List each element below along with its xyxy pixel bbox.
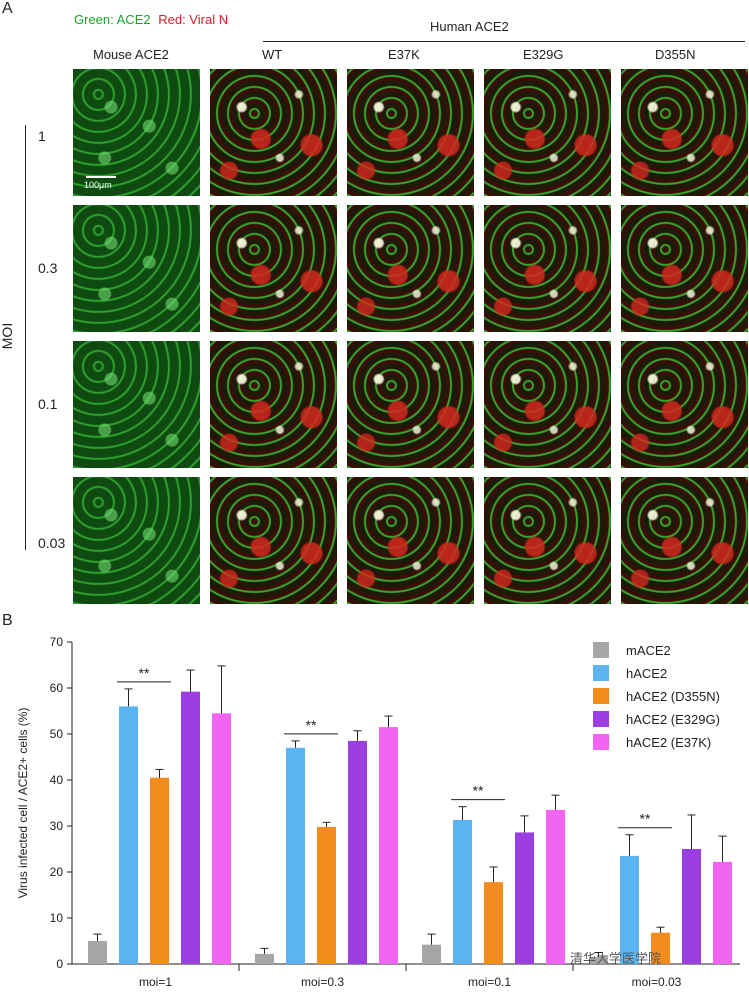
- micrograph-d355n-moi-0-03: [621, 477, 748, 604]
- micrograph-d355n-moi-1: [621, 69, 748, 196]
- legend-green: Green: ACE2: [74, 12, 151, 27]
- human-ace2-group-label: Human ACE2: [430, 19, 509, 34]
- human-ace2-group-line: [263, 41, 745, 42]
- bar-mace2: [589, 957, 608, 964]
- watermark-text: 清华大学医学院: [570, 951, 662, 966]
- legend-swatch: [593, 665, 609, 681]
- bar-hace2-e37k-: [379, 727, 398, 964]
- y-tick-label: 30: [50, 819, 64, 833]
- y-tick-label: 60: [50, 681, 64, 695]
- panel-a-letter: A: [2, 0, 13, 17]
- legend-red: Red: Viral N: [158, 12, 229, 27]
- y-tick-label: 70: [50, 635, 64, 649]
- bar-hace2-e329g-: [348, 740, 367, 964]
- bar-hace2-d355n-: [484, 882, 503, 964]
- legend-label: hACE2: [626, 666, 667, 681]
- moi-axis-label: MOI: [0, 322, 16, 350]
- micrograph-wt-moi-1: [210, 69, 337, 196]
- bar-hace2-e329g-: [682, 849, 701, 964]
- bar-hace2: [453, 820, 472, 964]
- significance-label: **: [306, 717, 317, 733]
- legend-label: hACE2 (E37K): [626, 735, 711, 750]
- bar-hace2-d355n-: [317, 826, 336, 964]
- bar-mace2: [255, 953, 274, 964]
- row-label-moi-0-1: 0.1: [38, 396, 58, 412]
- legend-label: hACE2 (D355N): [626, 689, 720, 704]
- bar-hace2: [286, 747, 305, 964]
- panel-a-legend: Green: ACE2 Red: Viral N: [74, 12, 228, 27]
- bar-hace2-e37k-: [713, 861, 732, 964]
- y-tick-label: 10: [50, 911, 64, 925]
- legend-swatch: [593, 734, 609, 750]
- micrograph-e37k-moi-0-3: [347, 205, 474, 332]
- micrograph-e37k-moi-0-03: [347, 477, 474, 604]
- bar-hace2: [119, 706, 138, 964]
- bar-mace2: [422, 944, 441, 964]
- bar-hace2-d355n-: [150, 777, 169, 964]
- micrograph-e37k-moi-1: [347, 69, 474, 196]
- column-label-d355n: D355N: [655, 47, 696, 62]
- column-label-wt: WT: [262, 47, 283, 62]
- x-category-label: moi=0.03: [632, 975, 682, 989]
- significance-label: **: [139, 665, 150, 681]
- panel-b-letter: B: [2, 612, 13, 629]
- legend-swatch: [593, 711, 609, 727]
- moi-axis-line: [25, 125, 26, 550]
- column-label-mouse: Mouse ACE2: [93, 47, 169, 62]
- micrograph-wt-moi-0-1: [210, 341, 337, 468]
- significance-label: **: [473, 783, 484, 799]
- x-category-label: moi=0.1: [468, 975, 511, 989]
- micrograph-e329g-moi-0-1: [484, 341, 611, 468]
- row-label-moi-0-3: 0.3: [38, 260, 58, 276]
- bar-hace2-e329g-: [515, 832, 534, 964]
- legend-swatch: [593, 688, 609, 704]
- bar-hace2-e37k-: [546, 809, 565, 964]
- micrograph-e37k-moi-0-1: [347, 341, 474, 468]
- scale-bar: [86, 176, 116, 178]
- y-tick-label: 50: [50, 727, 64, 741]
- micrograph-d355n-moi-0-3: [621, 205, 748, 332]
- x-category-label: moi=1: [139, 975, 172, 989]
- micrograph-mouse-moi-0-3: [73, 205, 200, 332]
- micrograph-wt-moi-0-03: [210, 477, 337, 604]
- micrograph-mouse-moi-1: [73, 69, 200, 196]
- micrograph-e329g-moi-0-03: [484, 477, 611, 604]
- y-tick-label: 0: [56, 957, 63, 971]
- bar-chart: 0 10 20 30 40 50 60 70 Virus infected cell / ACE…: [16, 635, 740, 989]
- bar-hace2-e329g-: [181, 691, 200, 964]
- micrograph-mouse-moi-0-03: [73, 477, 200, 604]
- row-label-moi-0-03: 0.03: [38, 535, 66, 551]
- scale-bar-label: 100μm: [84, 180, 112, 190]
- micrograph-mouse-moi-0-1: [73, 341, 200, 468]
- legend-label: hACE2 (E329G): [626, 712, 720, 727]
- significance-label: **: [640, 811, 651, 827]
- column-label-e329g: E329G: [523, 47, 564, 62]
- bar-hace2: [620, 855, 639, 964]
- legend-label: mACE2: [626, 643, 671, 658]
- legend-swatch: [593, 642, 609, 658]
- x-category-label: moi=0.3: [301, 975, 344, 989]
- row-label-moi-1: 1: [38, 128, 46, 144]
- bar-mace2: [88, 941, 107, 964]
- bar-chart-container: 0 10 20 30 40 50 60 70 Virus infected cell / ACE…: [0, 610, 749, 994]
- bar-hace2-e37k-: [212, 713, 231, 964]
- column-label-e37k: E37K: [388, 47, 420, 62]
- y-tick-label: 40: [50, 773, 64, 787]
- y-tick-label: 20: [50, 865, 64, 879]
- micrograph-d355n-moi-0-1: [621, 341, 748, 468]
- micrograph-wt-moi-0-3: [210, 205, 337, 332]
- y-axis-label: Virus infected cell / ACE2+ cells (%): [16, 708, 30, 899]
- micrograph-e329g-moi-0-3: [484, 205, 611, 332]
- bar-hace2-d355n-: [651, 932, 670, 964]
- micrograph-e329g-moi-1: [484, 69, 611, 196]
